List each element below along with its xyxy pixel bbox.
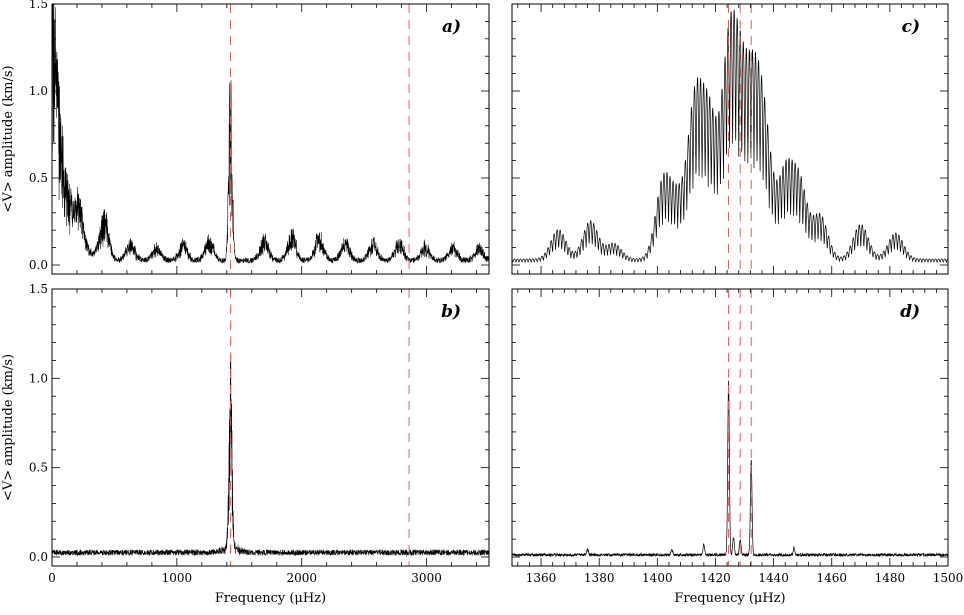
x-tick-label-d: 1500 [933,571,964,585]
y-tick-label-b: 1.0 [29,371,48,385]
x-tick-label-d: 1420 [700,571,731,585]
x-tick-label-b: 1000 [162,571,193,585]
panel-label-b: b) [441,302,461,322]
y-tick-label-a: 0.5 [29,171,48,185]
y-tick-label-b: 1.5 [29,282,48,296]
x-tick-label-d: 1360 [526,571,557,585]
plot-frame-c [511,3,949,275]
x-tick-label-b: 0 [48,571,56,585]
panel-d: 1360 1380 1400 1420 1440 1460 1480 1500 Frequenc… [511,288,964,606]
y-tick-label-a: 1.5 [29,0,48,11]
panel-label-d: d) [900,302,920,322]
y-tick-label-a: 1.0 [29,84,48,98]
x-tick-label-d: 1440 [758,571,789,585]
x-tick-label-d: 1460 [816,571,847,585]
series-line-a [52,4,489,264]
y-tick-label-b: 0.0 [29,550,48,564]
plot-frame-b [51,288,490,567]
series-line-b [52,353,489,557]
series-line-c [512,9,948,264]
y-axis-title-b: <V> amplitude (km/s) [1,354,16,501]
x-tick-label-b: 2000 [286,571,317,585]
x-axis-title-b: Frequency (μHz) [215,591,326,606]
plot-frame-d [511,288,949,567]
panel-label-c: c) [902,17,920,37]
x-tick-label-d: 1480 [875,571,906,585]
y-tick-label-a: 0.0 [29,258,48,272]
x-axis-title-d: Frequency (μHz) [674,591,785,606]
series-line-d [512,380,948,558]
plot-frame-a [51,3,490,275]
x-tick-label-d: 1380 [584,571,615,585]
panel-b: 0 1000 2000 3000 0.0 0.5 1.0 1.5 Frequency (μHz)… [1,282,490,606]
y-axis-title-a: <V> amplitude (km/s) [1,65,16,212]
panel-c: c) [511,3,949,275]
y-tick-label-b: 0.5 [29,461,48,475]
panel-label-a: a) [442,17,461,37]
panel-a: 0.0 0.5 1.0 1.5 <V> amplitude (km/s) a) [1,0,490,275]
x-tick-label-b: 3000 [411,571,442,585]
x-tick-label-d: 1400 [642,571,673,585]
